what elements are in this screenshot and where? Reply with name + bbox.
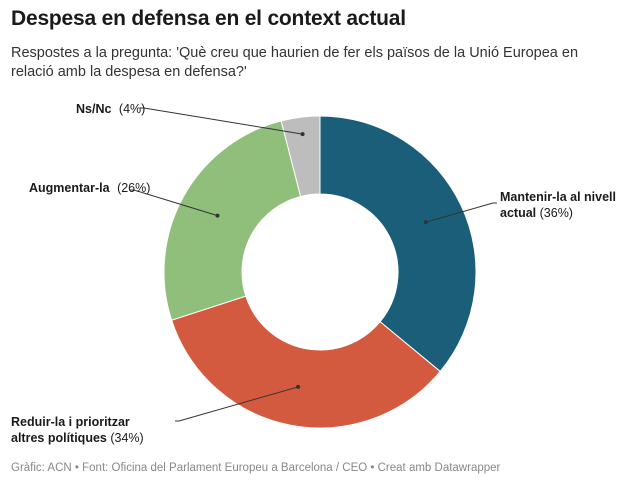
slice-label-reduir: Reduir-la i prioritzar altres polítiques… <box>11 415 144 445</box>
leader-dot-augmentar <box>215 213 220 218</box>
slice-value-nsnc: (4%) <box>119 102 145 116</box>
leader-line-nsnc <box>140 107 303 135</box>
slice-label-augmentar-name: Augmentar-la <box>29 181 111 195</box>
leader-line-reduir <box>175 386 299 422</box>
slice-label-nsnc: Ns/Nc (4%) <box>76 102 145 116</box>
leader-dot-mantenir <box>423 220 428 225</box>
slice-label-mantenir-line2: actual <box>500 206 536 220</box>
slice-label-reduir-line1: Reduir-la i prioritzar <box>11 415 130 429</box>
chart-subtitle: Respostes a la pregunta: 'Què creu que h… <box>11 45 579 80</box>
chart-title: Despesa en defensa en el context actual <box>11 7 406 30</box>
chart-footer: Gràfic: ACN • Font: Oficina del Parlamen… <box>11 462 501 474</box>
slice-mantenir <box>319 115 477 373</box>
donut-slices <box>163 115 477 429</box>
leader-dot-reduir <box>296 384 301 389</box>
slice-nsnc <box>280 115 321 198</box>
slice-value-augmentar: (26%) <box>117 181 150 195</box>
leader-dot-nsnc <box>300 132 305 137</box>
slice-label-augmentar: Augmentar-la (26%) <box>29 181 150 195</box>
label-leaders <box>130 107 497 422</box>
slice-augmentar <box>163 120 302 321</box>
slice-label-mantenir: Mantenir-la al nivell actual (36%) <box>500 190 620 220</box>
leader-line-augmentar <box>130 189 218 217</box>
slice-label-mantenir-line1: Mantenir-la al nivell <box>500 190 616 204</box>
leader-line-mantenir <box>425 202 497 223</box>
slice-value-mantenir: (36%) <box>540 206 573 220</box>
slice-label-reduir-line2: altres polítiques <box>11 431 107 445</box>
slice-reduir <box>171 295 441 429</box>
slice-value-reduir: (34%) <box>110 431 143 445</box>
slice-label-nsnc-name: Ns/Nc <box>76 102 111 116</box>
